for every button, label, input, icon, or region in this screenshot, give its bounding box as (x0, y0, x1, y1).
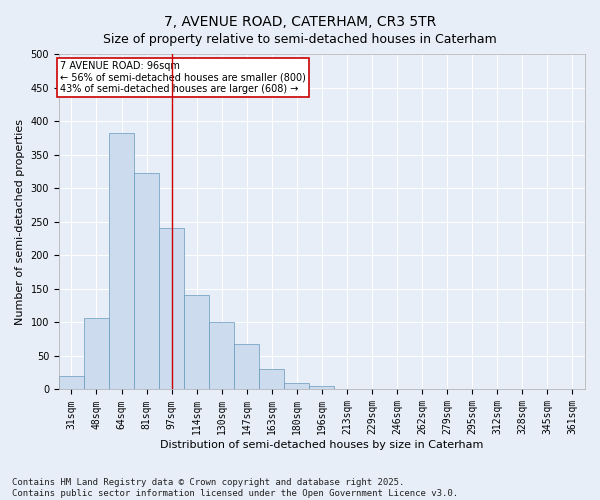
Bar (184, 295, 209, 390)
X-axis label: Distribution of semi-detached houses by size in Caterham: Distribution of semi-detached houses by … (160, 440, 484, 450)
Text: Size of property relative to semi-detached houses in Caterham: Size of property relative to semi-detach… (103, 32, 497, 46)
Text: 7, AVENUE ROAD, CATERHAM, CR3 5TR: 7, AVENUE ROAD, CATERHAM, CR3 5TR (164, 15, 436, 29)
Bar (259, 370, 284, 390)
Bar (159, 228, 184, 390)
Bar (109, 132, 134, 390)
Bar (284, 384, 310, 390)
Bar (59, 376, 84, 390)
Bar (334, 389, 359, 390)
Text: Contains HM Land Registry data © Crown copyright and database right 2025.
Contai: Contains HM Land Registry data © Crown c… (12, 478, 458, 498)
Y-axis label: Number of semi-detached properties: Number of semi-detached properties (15, 118, 25, 324)
Bar (209, 322, 234, 390)
Bar (310, 386, 334, 390)
Bar (84, 318, 109, 390)
Text: 7 AVENUE ROAD: 96sqm
← 56% of semi-detached houses are smaller (800)
43% of semi: 7 AVENUE ROAD: 96sqm ← 56% of semi-detac… (60, 60, 306, 94)
Bar (234, 344, 259, 390)
Bar (134, 173, 159, 390)
